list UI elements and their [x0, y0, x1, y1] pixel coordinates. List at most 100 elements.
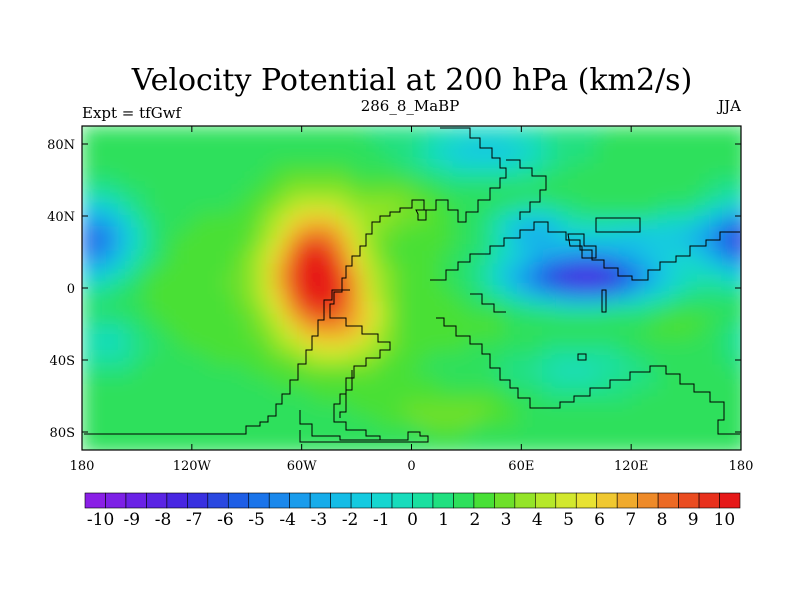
field-cell [298, 427, 314, 442]
coastline-middle-east [470, 293, 506, 313]
field-cell [145, 263, 160, 279]
field-cell [350, 137, 365, 153]
field-cell [721, 175, 737, 190]
field-cell [388, 137, 404, 153]
field-cell [196, 414, 212, 430]
field-cell [644, 238, 660, 253]
field-cell [234, 440, 250, 450]
field-cell [721, 251, 737, 266]
field-cell [606, 200, 622, 216]
field-cell [465, 364, 481, 379]
field-cell [696, 137, 711, 153]
field-cell [324, 402, 340, 417]
field-cell [234, 251, 250, 266]
field-cell [388, 339, 404, 354]
field-cell [439, 162, 455, 178]
field-cell [234, 200, 250, 216]
field-cell [439, 200, 455, 216]
field-cell [93, 251, 109, 266]
colorbar-label: 9 [688, 510, 699, 530]
coastline-americas [329, 127, 507, 441]
field-cell [260, 188, 276, 203]
field-cell [567, 150, 583, 165]
field-cell [170, 188, 186, 203]
colorbar-box [268, 492, 290, 509]
field-cell [734, 251, 741, 266]
field-cell [401, 427, 417, 442]
field-cell [683, 301, 699, 316]
field-cell [414, 238, 429, 253]
field-cell [632, 414, 647, 430]
field-cell [491, 364, 506, 379]
field-cell [311, 326, 327, 342]
field-cell [157, 288, 173, 304]
field-cell [132, 301, 148, 316]
field-cell [196, 238, 212, 253]
field-cell [362, 427, 378, 442]
colorbar-box [657, 492, 679, 509]
field-cell [170, 288, 186, 304]
field-cell [170, 326, 186, 342]
field-cell [93, 414, 109, 430]
field-cell [491, 137, 506, 153]
field-cell [542, 251, 558, 266]
field-cell [196, 351, 212, 367]
field-cell [721, 238, 737, 253]
field-cell [183, 288, 199, 304]
field-cell [606, 440, 622, 450]
field-cell [183, 188, 199, 203]
field-cell [465, 126, 481, 140]
field-cell [157, 314, 173, 329]
field-cell [452, 414, 468, 430]
field-cell [388, 126, 404, 140]
field-cell [606, 137, 622, 153]
field-cell [183, 389, 199, 405]
field-cell [734, 213, 741, 228]
field-cell [567, 225, 583, 241]
field-cell [632, 427, 647, 442]
field-cell [503, 263, 519, 279]
field-cell [222, 200, 237, 216]
field-cell [734, 263, 741, 279]
field-cell [145, 414, 160, 430]
field-cell [375, 263, 391, 279]
field-cell [555, 263, 570, 279]
field-cell [286, 276, 301, 291]
field-cell [529, 339, 545, 354]
field-cell [311, 276, 327, 291]
field-cell [324, 427, 340, 442]
field-cell [619, 301, 634, 316]
field-cell [734, 427, 741, 442]
contour-field [82, 126, 741, 450]
field-cell [555, 251, 570, 266]
field-cell [529, 263, 545, 279]
field-cell [132, 126, 148, 140]
field-cell [132, 414, 148, 430]
field-cell [145, 427, 160, 442]
field-cell [157, 276, 173, 291]
field-cell [362, 377, 378, 392]
field-cell [593, 351, 609, 367]
field-cell [439, 188, 455, 203]
field-cell [324, 150, 340, 165]
field-cell [234, 137, 250, 153]
field-cell [439, 225, 455, 241]
field-cell [93, 440, 109, 450]
field-cell [311, 402, 327, 417]
field-cell [696, 440, 711, 450]
period-label: 286_8_MaBP [361, 97, 460, 115]
field-cell [388, 389, 404, 405]
field-cell [311, 251, 327, 266]
field-cell [580, 175, 596, 190]
field-cell [362, 200, 378, 216]
field-cell [157, 326, 173, 342]
field-cell [196, 126, 212, 140]
field-cell [183, 238, 199, 253]
field-cell [606, 402, 622, 417]
field-cell [708, 427, 724, 442]
field-cell [350, 402, 365, 417]
field-cell [337, 389, 353, 405]
field-cell [106, 326, 122, 342]
field-cell [273, 402, 288, 417]
colorbar-label: -2 [342, 510, 359, 530]
